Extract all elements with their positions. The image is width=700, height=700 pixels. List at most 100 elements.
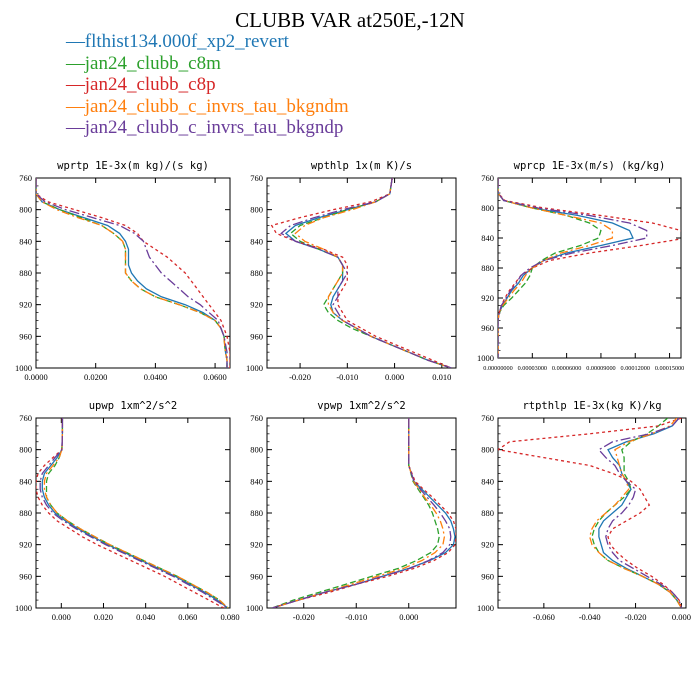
panel-frame (266, 177, 457, 369)
series-line (498, 418, 683, 608)
legend-label: jan24_clubb_c8p (84, 74, 216, 96)
x-tick-label: 0.00003000 (518, 365, 547, 372)
y-tick-label: 760 (250, 173, 263, 183)
legend-label: flthist134.000f_xp2_revert (84, 31, 289, 52)
series-line (36, 178, 228, 368)
series-line (294, 178, 452, 368)
y-tick-label: 960 (19, 571, 32, 581)
series-line (289, 178, 452, 368)
y-tick-label: 920 (250, 300, 263, 310)
y-tick-label: 960 (250, 331, 263, 341)
panel-frame (497, 417, 687, 609)
legend-label: jan24_clubb_c8m (84, 52, 221, 74)
series-line (284, 178, 452, 368)
series-line (36, 178, 228, 368)
series-line (270, 178, 452, 368)
x-tick-label: 0.00015000 (655, 365, 684, 372)
panel-frame (35, 417, 231, 609)
y-tick-label: 960 (481, 571, 494, 581)
y-tick-label: 1000 (477, 353, 494, 363)
y-tick-label: 840 (19, 236, 32, 246)
y-tick-label: 920 (481, 540, 494, 550)
y-tick-label: 800 (481, 203, 494, 213)
series-line (41, 418, 229, 608)
x-tick-label: -0.060 (533, 612, 555, 622)
y-tick-label: 840 (19, 476, 32, 486)
x-tick-label: 0.0400 (144, 372, 167, 382)
legend-item: — flthist134.000f_xp2_revert (66, 31, 349, 53)
y-tick-label: 1000 (246, 363, 263, 373)
legend: — flthist134.000f_xp2_revert — jan24_clu… (66, 31, 349, 139)
legend-item: — jan24_clubb_c8m (66, 53, 349, 75)
series-line (498, 178, 681, 358)
x-tick-label: 0.0600 (203, 372, 226, 382)
legend-item: — jan24_clubb_c_invrs_tau_bkgndp (66, 117, 349, 139)
x-tick-label: 0.000 (385, 372, 404, 382)
y-tick-label: 760 (19, 413, 32, 423)
legend-item: — jan24_clubb_c_invrs_tau_bkgndm (66, 96, 349, 118)
x-tick-label: 0.040 (136, 612, 155, 622)
y-tick-label: 880 (481, 508, 494, 518)
y-tick-label: 960 (19, 331, 32, 341)
series-line (45, 418, 229, 608)
legend-label: jan24_clubb_c_invrs_tau_bkgndp (84, 117, 344, 139)
x-tick-label: -0.040 (579, 612, 601, 622)
panel-title: upwp 1xm^2/s^2 (89, 400, 178, 412)
y-tick-label: 840 (481, 233, 494, 243)
y-tick-label: 880 (481, 263, 494, 273)
series-line (36, 178, 228, 368)
y-tick-label: 840 (250, 476, 263, 486)
y-tick-label: 760 (481, 413, 494, 423)
x-tick-label: 0.000 (52, 612, 71, 622)
panel-frame (35, 177, 231, 369)
y-tick-label: 800 (250, 445, 263, 455)
y-tick-label: 920 (19, 540, 32, 550)
y-tick-label: 760 (250, 413, 263, 423)
series-line (280, 178, 452, 368)
y-tick-label: 880 (19, 268, 32, 278)
y-tick-label: 880 (19, 508, 32, 518)
series-line (498, 178, 614, 358)
y-tick-label: 960 (481, 323, 494, 333)
panel-title: rtpthlp 1E-3x(kg K)/kg (522, 400, 661, 412)
y-tick-label: 880 (250, 268, 263, 278)
x-tick-label: -0.020 (293, 612, 315, 622)
x-tick-label: -0.020 (289, 372, 311, 382)
series-line (272, 418, 446, 608)
x-tick-label: -0.010 (336, 372, 358, 382)
panel-frame (497, 177, 682, 359)
x-tick-label: 0.0200 (84, 372, 107, 382)
x-tick-label: 0.060 (178, 612, 197, 622)
panel-title: vpwp 1xm^2/s^2 (317, 400, 406, 412)
y-tick-label: 880 (250, 508, 263, 518)
y-tick-label: 760 (19, 173, 32, 183)
x-tick-label: -0.020 (625, 612, 647, 622)
y-tick-label: 840 (250, 236, 263, 246)
y-tick-label: 800 (481, 445, 494, 455)
series-line (39, 418, 229, 608)
panel-title: wprtp 1E-3x(m kg)/(s kg) (57, 160, 209, 172)
x-tick-label: 0.00000000 (483, 365, 512, 372)
y-tick-label: 1000 (246, 603, 263, 613)
x-tick-label: 0.00006000 (552, 365, 581, 372)
y-tick-label: 760 (481, 173, 494, 183)
y-tick-label: 920 (250, 540, 263, 550)
series-line (498, 178, 602, 358)
legend-label: jan24_clubb_c_invrs_tau_bkgndm (84, 95, 349, 117)
y-tick-label: 1000 (15, 603, 32, 613)
figure-title: CLUBB VAR at250E,-12N (235, 8, 465, 32)
y-tick-label: 800 (19, 205, 32, 215)
x-tick-label: 0.00009000 (586, 365, 615, 372)
series-line (36, 418, 225, 608)
y-tick-label: 800 (250, 205, 263, 215)
series-line (589, 418, 682, 608)
x-tick-label: -0.010 (345, 612, 367, 622)
panel-title: wpthlp 1x(m K)/s (311, 160, 412, 172)
x-tick-label: 0.020 (94, 612, 113, 622)
y-tick-label: 920 (481, 293, 494, 303)
y-tick-label: 1000 (15, 363, 32, 373)
x-tick-label: 0.000 (399, 612, 418, 622)
x-tick-label: 0.0000 (24, 372, 47, 382)
series-line (272, 418, 440, 608)
